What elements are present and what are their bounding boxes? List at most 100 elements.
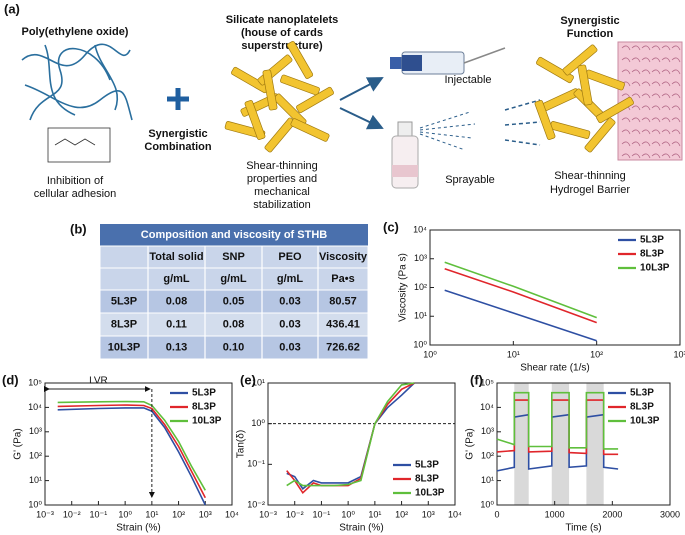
nanoplatelet-title: superstructure) xyxy=(241,40,323,52)
peo-caption: cellular adhesion xyxy=(34,188,117,200)
x-tick-label: 10¹ xyxy=(145,509,158,519)
chart: (d) 10⁻³ 10⁻² 10⁻¹ 10⁰ 10¹ 10² 10³ 10⁴ 10⁰ 10¹ 10² 1… xyxy=(2,372,239,533)
x-tick-label: 3000 xyxy=(660,509,680,519)
x-tick-label: 10³ xyxy=(673,349,685,359)
platelet xyxy=(540,88,580,112)
nanoplatelet-caption: stabilization xyxy=(253,199,310,211)
y-tick-label: 10⁴ xyxy=(413,224,427,234)
diagram: (a) Poly(ethylene oxide) Inhibition of c… xyxy=(4,1,683,211)
nanoplatelet-caption: mechanical xyxy=(254,186,310,198)
series-line xyxy=(444,267,597,324)
combination-label: Synergistic xyxy=(148,128,207,140)
peo-caption: Inhibition of xyxy=(47,175,104,187)
table-title-cell xyxy=(100,224,368,246)
series-line xyxy=(496,399,619,456)
panel-label: (b) xyxy=(70,221,87,236)
platelet xyxy=(262,69,278,111)
platelet xyxy=(562,44,598,76)
x-axis-label: Strain (%) xyxy=(116,523,160,534)
x-axis-label: Strain (%) xyxy=(339,523,383,534)
chart: (e)10⁻³ 10⁻² 10⁻¹ 10⁰ 10¹ 10² 10³ 10⁴10⁻²10⁻¹10… xyxy=(236,372,462,533)
platelet xyxy=(244,100,266,140)
platelet xyxy=(290,118,330,142)
y-tick-label: 10² xyxy=(29,451,42,461)
series-line xyxy=(286,382,415,487)
x-tick-label: 10⁻³ xyxy=(36,509,54,519)
nanoplatelet-caption: Shear-thinning xyxy=(246,160,318,172)
legend-label: 8L3P xyxy=(192,402,216,413)
series-line xyxy=(286,382,415,490)
panel-label: (e) xyxy=(240,372,256,387)
legend-label: 10L3P xyxy=(630,416,660,427)
table-title: Composition and viscosity of STHB xyxy=(141,229,327,241)
platelet xyxy=(296,86,334,114)
panel-label: (a) xyxy=(4,1,20,16)
formula-box xyxy=(47,127,111,163)
peo-title: Poly(ethylene oxide) xyxy=(22,26,129,38)
legend-label: 8L3P xyxy=(415,474,439,485)
y-tick-label: 10⁻¹ xyxy=(247,459,265,469)
y-tick-label: 10⁵ xyxy=(28,377,42,387)
table: (b) Composition and viscosity of STHB Tot… xyxy=(70,221,369,360)
y-tick-label: 10² xyxy=(481,451,494,461)
x-tick-label: 10⁻² xyxy=(63,509,81,519)
table-cell: 0.05 xyxy=(223,295,244,307)
legend-label: 5L3P xyxy=(415,460,439,471)
y-tick-label: 10⁰ xyxy=(413,339,427,349)
series-line xyxy=(57,404,207,499)
x-tick-label: 10¹ xyxy=(368,509,381,519)
table-cell: 436.41 xyxy=(326,318,360,330)
table-row xyxy=(99,335,369,360)
plot-frame xyxy=(44,382,233,506)
function-caption: Shear-thinning xyxy=(554,170,626,182)
table-cell: 80.57 xyxy=(329,295,357,307)
x-tick-label: 10¹ xyxy=(507,349,520,359)
table-cell: 0.03 xyxy=(279,295,300,307)
y-tick-label: 10¹ xyxy=(29,475,42,485)
legend-label: 5L3P xyxy=(630,388,654,399)
table-unit: g/mL xyxy=(277,273,304,285)
platelet xyxy=(577,64,593,106)
nanoplatelets xyxy=(224,41,334,153)
platelet xyxy=(536,56,574,84)
arrow xyxy=(339,107,384,130)
x-tick-label: 10⁰ xyxy=(118,509,132,519)
plot-frame xyxy=(429,229,681,346)
y-tick-label: 10³ xyxy=(481,426,494,436)
series-line xyxy=(444,261,597,319)
y-tick-label: 10¹ xyxy=(414,311,427,321)
function-caption: Hydrogel Barrier xyxy=(550,184,630,196)
y-tick-label: 10⁵ xyxy=(480,377,494,387)
table-cell: 0.10 xyxy=(223,341,244,353)
platelet xyxy=(286,41,314,79)
x-tick-label: 10⁴ xyxy=(448,509,462,519)
y-axis-label: G' (Pa) xyxy=(465,428,476,459)
y-axis-label: Viscosity (Pa s) xyxy=(398,253,409,322)
formula-bonds xyxy=(54,138,96,146)
panel-label: (c) xyxy=(383,219,399,234)
x-tick-label: 0 xyxy=(494,509,499,519)
sprayable-label: Sprayable xyxy=(445,174,495,186)
nanoplatelet-caption: properties and xyxy=(247,173,317,185)
series-line xyxy=(286,382,415,495)
plus-sign xyxy=(167,88,189,110)
function-title: Function xyxy=(567,28,614,40)
table-cell: 0.08 xyxy=(166,295,187,307)
legend-label: 10L3P xyxy=(415,488,445,499)
arrow xyxy=(339,77,384,101)
table-cell: 0.08 xyxy=(223,318,244,330)
y-tick-label: 10⁴ xyxy=(480,402,494,412)
y-tick-label: 10¹ xyxy=(481,475,494,485)
function-title: Synergistic xyxy=(560,15,619,27)
platelet xyxy=(534,100,556,140)
row-label: 8L3P xyxy=(111,318,137,330)
polymer-chains xyxy=(21,43,133,121)
platelet xyxy=(280,74,320,96)
x-tick-label: 10³ xyxy=(199,509,212,519)
y-tick-label: 10⁰ xyxy=(251,418,265,428)
table-cell: 0.03 xyxy=(279,341,300,353)
chart: (f) 0 1000 2000 3000 10⁰ 10¹ 10² 10³ 10⁴ 10⁵ Time (… xyxy=(465,372,680,533)
nanoplatelets xyxy=(534,44,634,153)
table-cell: 0.13 xyxy=(166,341,187,353)
